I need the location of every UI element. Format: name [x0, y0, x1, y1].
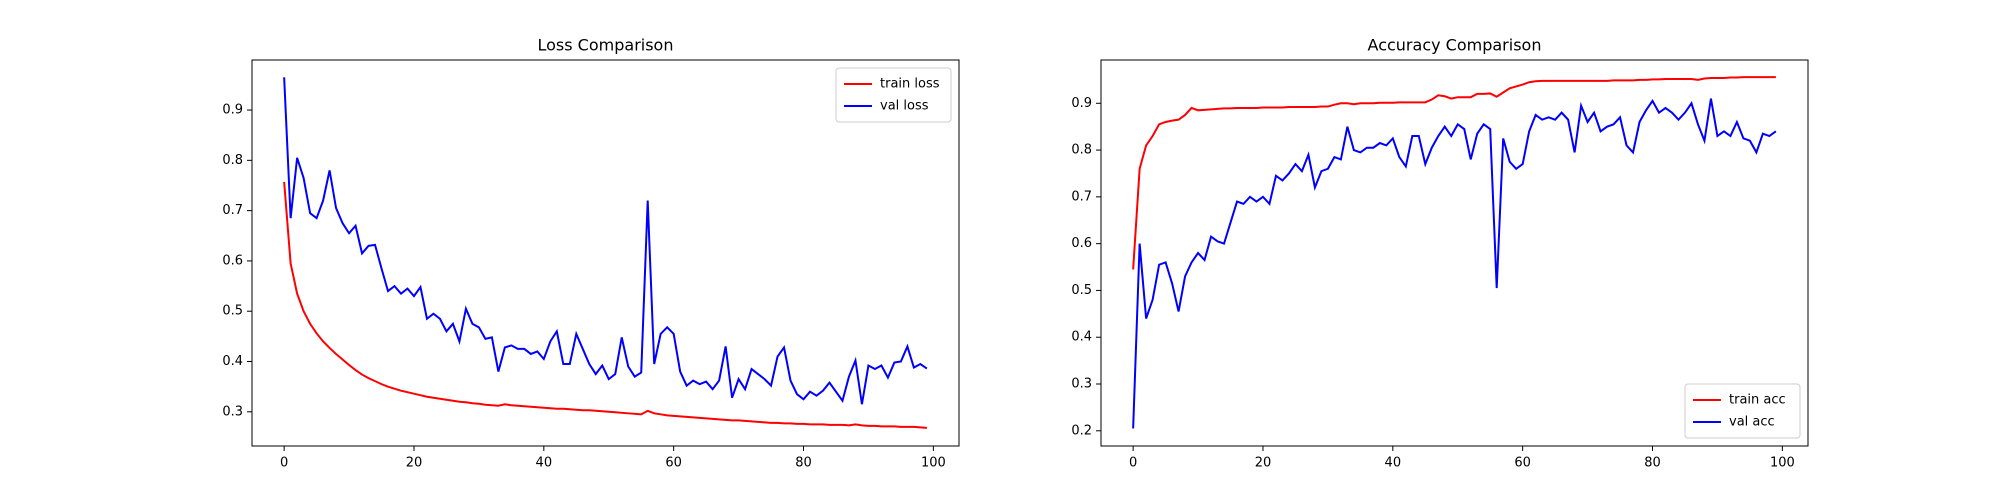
y-tick-label: 0.5	[222, 304, 243, 319]
line-series	[1132, 76, 1776, 270]
axes-frame	[1100, 59, 1809, 447]
subplot: Loss Comparison 0 20 40 60 80 100 0.3 0.4 0.5 0.6 0…	[222, 36, 960, 471]
x-tick-label: 80	[1644, 456, 1661, 471]
x-tick-label: 0	[280, 456, 288, 471]
axes-frame	[251, 59, 960, 447]
y-tick-label: 0.7	[222, 203, 243, 218]
legend-box	[835, 67, 952, 123]
plot-area	[283, 77, 928, 429]
x-tick-label: 60	[1514, 456, 1531, 471]
legend-label: val acc	[1729, 415, 1775, 430]
y-tick-label: 0.4	[1071, 330, 1092, 345]
line-series	[283, 77, 928, 405]
chart-title: Accuracy Comparison	[1368, 36, 1542, 55]
y-tick-label: 0.7	[1071, 189, 1092, 204]
x-tick-label: 20	[406, 456, 423, 471]
plot-area	[1132, 76, 1777, 429]
y-tick-label: 0.9	[222, 103, 243, 118]
legend-box	[1684, 383, 1801, 439]
line-series	[1132, 98, 1777, 429]
y-tick-label: 0.6	[222, 253, 243, 268]
x-tick-label: 100	[1770, 456, 1795, 471]
x-tick-label: 20	[1255, 456, 1272, 471]
y-tick-label: 0.8	[1071, 143, 1092, 158]
x-tick-label: 40	[536, 456, 553, 471]
line-series	[283, 181, 927, 429]
y-tick-label: 0.4	[222, 354, 243, 369]
y-tick-label: 0.8	[222, 153, 243, 168]
x-tick-label: 0	[1129, 456, 1137, 471]
x-tick-label: 80	[795, 456, 812, 471]
chart-title: Loss Comparison	[538, 36, 674, 55]
subplot: Accuracy Comparison 0 20 40 60 80 100 0.2 0.3 0.4…	[1071, 36, 1809, 471]
x-tick-label: 40	[1385, 456, 1402, 471]
y-tick-label: 0.5	[1071, 283, 1092, 298]
legend-label: train loss	[880, 77, 940, 92]
y-tick-label: 0.3	[222, 404, 243, 419]
x-tick-label: 100	[921, 456, 946, 471]
legend-label: val loss	[880, 99, 929, 114]
x-tick-label: 60	[665, 456, 682, 471]
y-tick-label: 0.2	[1071, 423, 1092, 438]
y-tick-label: 0.9	[1071, 96, 1092, 111]
y-tick-label: 0.3	[1071, 377, 1092, 392]
y-tick-label: 0.6	[1071, 236, 1092, 251]
legend-label: train acc	[1729, 393, 1786, 408]
